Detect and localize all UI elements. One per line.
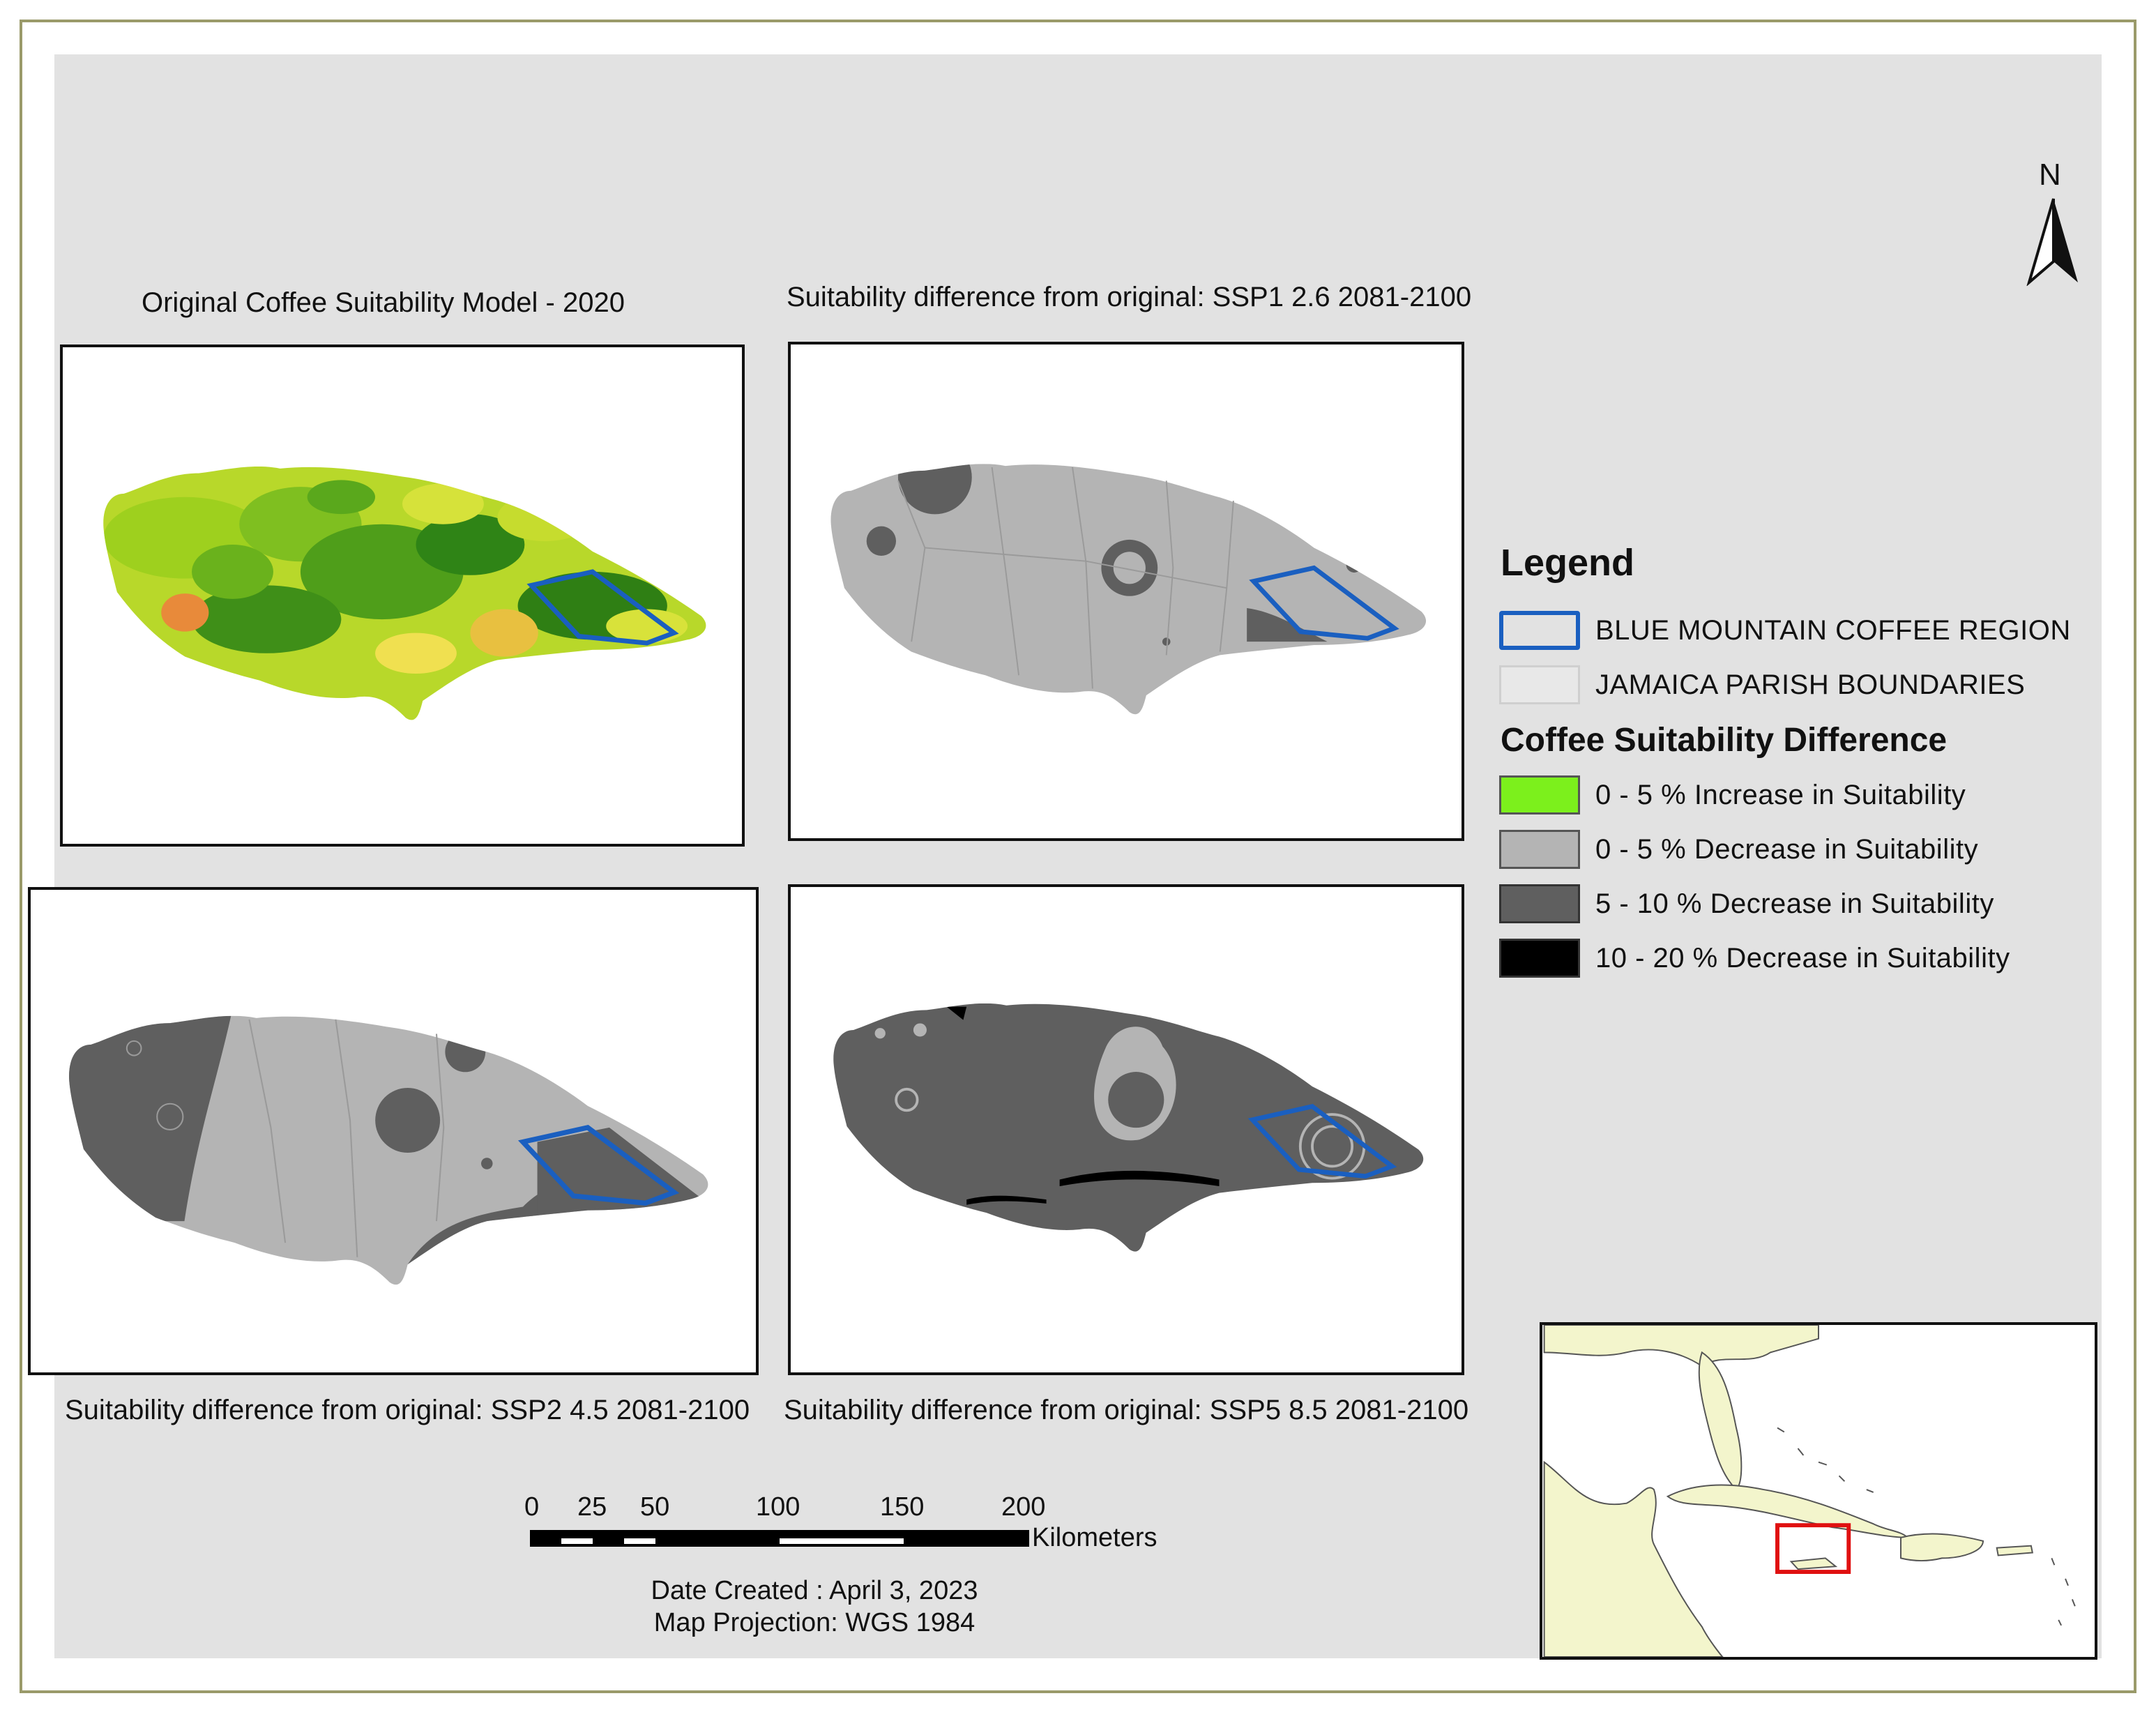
scale-tick-100: 100 <box>756 1492 800 1522</box>
legend-label-decrease-high: 10 - 20 % Decrease in Suitability <box>1595 943 2010 974</box>
inset-locator-map <box>1540 1322 2097 1660</box>
legend-label-parish: JAMAICA PARISH BOUNDARIES <box>1595 669 2026 700</box>
legend-label-decrease-low: 0 - 5 % Decrease in Suitability <box>1595 834 1979 865</box>
scale-tick-25: 25 <box>577 1492 607 1522</box>
panel-title-ssp1: Suitability difference from original: SS… <box>787 282 1472 312</box>
legend-swatch-decrease-mid <box>1499 884 1580 923</box>
map-panel-original <box>60 344 745 847</box>
blue-mountain-region-outline <box>526 569 679 646</box>
map-panel-ssp5 <box>788 884 1464 1375</box>
legend-swatch-decrease-low <box>1499 830 1580 869</box>
legend-title: Legend <box>1501 542 1635 584</box>
north-arrow-icon <box>2026 198 2078 286</box>
legend-label-region: BLUE MOUNTAIN COFFEE REGION <box>1595 615 2071 646</box>
map-projection: Map Projection: WGS 1984 <box>653 1608 975 1637</box>
blue-mountain-region-outline <box>1247 1104 1397 1179</box>
scale-tick-0: 0 <box>524 1492 540 1522</box>
scale-units: Kilometers <box>1032 1523 1157 1552</box>
blue-mountain-region-outline <box>1249 565 1399 641</box>
legend-label-decrease-mid: 5 - 10 % Decrease in Suitability <box>1595 888 1994 919</box>
scale-tick-150: 150 <box>880 1492 925 1522</box>
legend-swatch-region <box>1499 611 1580 650</box>
inset-extent-box <box>1775 1523 1851 1574</box>
scale-tick-200: 200 <box>1001 1492 1046 1522</box>
blue-mountain-region-outline <box>517 1124 680 1206</box>
panel-title-ssp5: Suitability difference from original: SS… <box>784 1395 1469 1425</box>
map-ssp2-svg <box>69 1015 708 1285</box>
legend-diff-title: Coffee Suitability Difference <box>1501 722 1948 759</box>
date-created: Date Created : April 3, 2023 <box>651 1576 978 1605</box>
map-panel-ssp2 <box>28 887 759 1375</box>
map-panel-ssp1 <box>788 342 1464 841</box>
panel-title-original: Original Coffee Suitability Model - 2020 <box>142 287 625 318</box>
scale-bar <box>530 1530 1029 1547</box>
inset-map-svg <box>1543 1325 2093 1657</box>
legend-label-increase: 0 - 5 % Increase in Suitability <box>1595 780 1966 810</box>
map-ssp1-svg <box>830 464 1427 715</box>
map-ssp5-svg <box>833 1003 1424 1252</box>
panel-title-ssp2: Suitability difference from original: SS… <box>65 1395 750 1425</box>
map-original-svg <box>103 466 706 720</box>
legend-swatch-parish <box>1499 665 1580 704</box>
scale-tick-50: 50 <box>640 1492 670 1522</box>
legend-swatch-decrease-high <box>1499 939 1580 978</box>
north-arrow-label: N <box>2039 158 2061 192</box>
legend-swatch-increase <box>1499 775 1580 815</box>
